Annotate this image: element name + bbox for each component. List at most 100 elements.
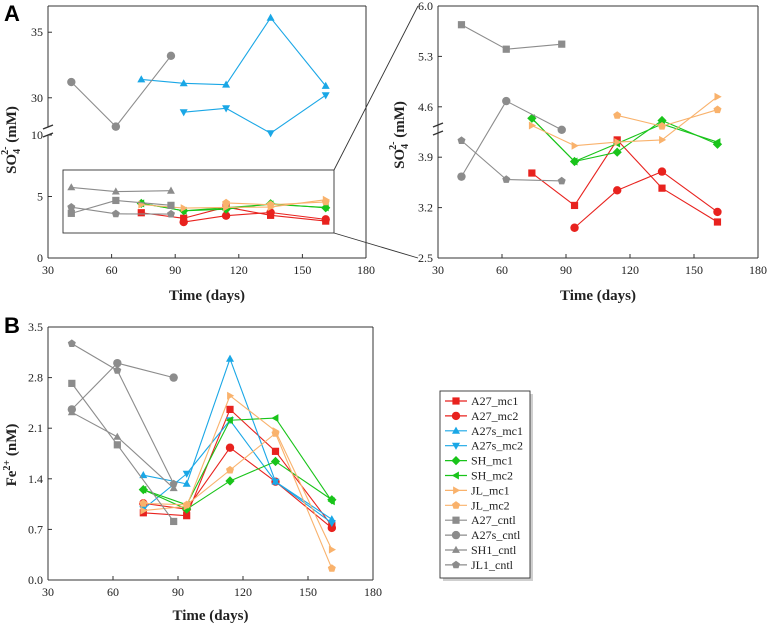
legend-label: JL_mc1: [471, 483, 510, 497]
y-tick-label: 4.6: [418, 100, 433, 114]
series-line-segment: [117, 362, 174, 379]
series-JL_mc2: [613, 105, 722, 130]
data-point: [113, 366, 122, 374]
legend-entry: A27s_mc2: [445, 439, 523, 453]
data-point: [140, 506, 148, 515]
data-point: [182, 470, 191, 478]
data-point: [68, 379, 76, 387]
data-point: [225, 443, 235, 452]
series-A27s_mc2: [139, 417, 336, 528]
data-point: [182, 479, 191, 487]
data-point: [112, 196, 120, 205]
data-point: [222, 105, 231, 113]
y-tick-label: 10: [31, 128, 43, 142]
y-tick-label: 3.5: [28, 320, 43, 334]
data-point: [170, 517, 178, 526]
series-line-segment: [143, 505, 187, 512]
series-line-segment: [229, 417, 276, 421]
series-line-segment: [275, 481, 333, 524]
series-line-segment: [229, 419, 276, 483]
data-point: [327, 564, 336, 572]
data-point: [714, 92, 722, 101]
data-point: [457, 172, 466, 181]
series-line-segment: [141, 78, 184, 84]
data-point: [570, 223, 579, 232]
data-point: [179, 79, 188, 87]
data-point: [457, 21, 466, 29]
zoom-connector-bottom: [333, 232, 419, 259]
series-JL_mc2: [222, 197, 330, 209]
series-line-segment: [229, 432, 276, 471]
series-SH1_cntl: [67, 183, 175, 195]
axis-break-mark: [432, 130, 444, 136]
data-point: [226, 354, 234, 362]
legend-label: SH_mc1: [471, 454, 513, 468]
data-point: [179, 109, 188, 117]
series-A27_mc1: [528, 136, 722, 226]
series-A27_mc2: [179, 208, 330, 227]
series-A27s_mc1: [137, 13, 330, 89]
data-point: [139, 499, 148, 507]
data-point: [327, 520, 336, 528]
series-SH_mc2: [527, 114, 721, 166]
data-point: [226, 465, 234, 474]
data-point: [713, 138, 721, 147]
series-JL1_cntl: [457, 136, 566, 185]
legend-label: SH1_cntl: [471, 543, 517, 557]
chart-a-right: 30 60 90 120 150 180 2.5 3.2 3.9 4.6 5.3 6.0 Time (d…: [388, 0, 767, 304]
data-point: [613, 111, 622, 119]
data-point: [222, 80, 231, 88]
legend-label: A27s_mc1: [471, 424, 523, 438]
series-A27s_cntl: [67, 51, 176, 131]
legend-entry: JL1_cntl: [445, 558, 514, 572]
series-line-segment: [225, 107, 271, 134]
data-point: [321, 215, 330, 224]
series-line-segment: [71, 186, 116, 193]
data-point: [557, 125, 566, 135]
data-point: [226, 405, 234, 414]
legend-entry: A27_mc2: [445, 409, 518, 423]
data-point: [613, 186, 622, 195]
series-line-segment: [143, 474, 187, 485]
legend-box: [439, 390, 531, 579]
series-A27_cntl: [457, 21, 566, 53]
legend-entry: A27_mc1: [445, 394, 518, 408]
series-A27s_mc2: [179, 92, 330, 138]
data-point: [222, 198, 231, 207]
series-line-segment: [275, 481, 333, 529]
x-axis-title: Time (days): [169, 288, 245, 304]
series-line-segment: [506, 178, 562, 182]
legend-marker: [452, 560, 460, 569]
series-line-segment: [143, 502, 187, 510]
chart-a-left: 30 60 90 120 150 180 0 5 10 30 35 Time (days) SO42- …: [0, 5, 375, 304]
series-line-segment: [116, 436, 175, 489]
series-line-segment: [661, 187, 718, 223]
legend-marker: [452, 501, 460, 509]
legend-label: JL1_cntl: [471, 558, 514, 572]
series-line-segment: [186, 480, 231, 510]
series-line-segment: [275, 430, 333, 550]
data-point: [528, 169, 536, 177]
data-point: [271, 414, 279, 423]
x-tick-label: 60: [107, 585, 119, 599]
y-tick-label: 5.3: [418, 49, 433, 63]
data-point: [169, 373, 178, 382]
data-point: [111, 209, 120, 218]
data-point: [658, 184, 666, 192]
series-line-segment: [183, 215, 227, 223]
series-line-segment: [229, 460, 276, 482]
series-line-segment: [225, 17, 272, 85]
data-point: [167, 209, 175, 218]
series-line-segment: [270, 94, 327, 134]
data-point: [225, 476, 235, 486]
data-point: [113, 441, 121, 449]
series-line-segment: [229, 395, 276, 432]
x-tick-label: 90: [560, 263, 572, 277]
data-point: [179, 217, 188, 227]
series-line-segment: [270, 17, 327, 87]
series-line-segment: [617, 139, 663, 143]
series-line-segment: [71, 383, 118, 446]
series-line-segment: [229, 358, 277, 482]
data-point: [321, 203, 329, 212]
x-tick-label: 90: [172, 585, 184, 599]
